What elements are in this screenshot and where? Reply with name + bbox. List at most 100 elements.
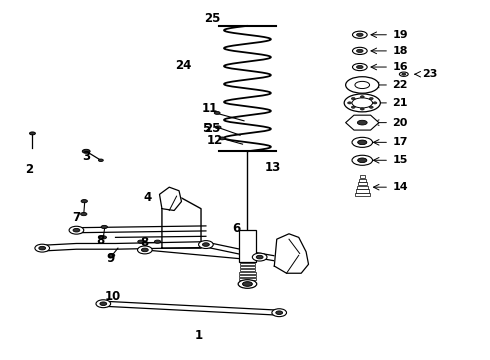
- Text: 12: 12: [207, 134, 223, 147]
- Ellipse shape: [352, 63, 367, 71]
- Ellipse shape: [360, 96, 364, 98]
- Ellipse shape: [82, 149, 90, 153]
- Ellipse shape: [252, 253, 267, 261]
- Text: 22: 22: [392, 80, 408, 90]
- Ellipse shape: [29, 132, 35, 135]
- Text: 5: 5: [202, 122, 211, 135]
- Bar: [358, 182, 367, 185]
- Text: 19: 19: [392, 30, 408, 40]
- Ellipse shape: [360, 108, 364, 110]
- Ellipse shape: [402, 73, 406, 75]
- Text: 8: 8: [97, 234, 105, 247]
- Ellipse shape: [198, 240, 213, 248]
- Ellipse shape: [142, 248, 148, 252]
- Ellipse shape: [100, 236, 106, 239]
- Text: 4: 4: [144, 192, 152, 204]
- Ellipse shape: [352, 137, 372, 147]
- Text: 11: 11: [202, 102, 218, 115]
- Ellipse shape: [272, 309, 287, 317]
- Ellipse shape: [351, 98, 355, 100]
- Ellipse shape: [96, 300, 111, 308]
- Ellipse shape: [355, 81, 369, 89]
- Text: 6: 6: [232, 222, 240, 235]
- Ellipse shape: [369, 106, 373, 108]
- Bar: [240, 266, 255, 269]
- Text: 2: 2: [25, 163, 33, 176]
- Ellipse shape: [357, 33, 363, 36]
- Text: 3: 3: [82, 150, 90, 163]
- Text: 21: 21: [392, 98, 408, 108]
- Bar: [357, 186, 368, 189]
- Ellipse shape: [39, 246, 46, 250]
- Text: 8: 8: [141, 236, 149, 249]
- Ellipse shape: [357, 49, 363, 53]
- Text: 13: 13: [265, 161, 281, 174]
- Ellipse shape: [73, 228, 80, 232]
- Ellipse shape: [373, 102, 377, 104]
- Ellipse shape: [351, 106, 355, 108]
- Ellipse shape: [345, 77, 379, 93]
- Ellipse shape: [358, 140, 367, 145]
- Bar: [360, 175, 365, 178]
- Bar: [239, 278, 256, 280]
- Polygon shape: [274, 234, 309, 273]
- Ellipse shape: [256, 255, 263, 259]
- Ellipse shape: [358, 158, 367, 162]
- Ellipse shape: [352, 98, 372, 108]
- Text: 7: 7: [73, 211, 80, 224]
- Ellipse shape: [358, 158, 367, 162]
- Text: 16: 16: [392, 62, 408, 72]
- Ellipse shape: [100, 302, 107, 306]
- Ellipse shape: [81, 199, 87, 203]
- Bar: [239, 230, 256, 262]
- Text: 10: 10: [105, 290, 121, 303]
- Polygon shape: [159, 187, 181, 211]
- Bar: [239, 272, 256, 274]
- Bar: [359, 179, 366, 182]
- Bar: [240, 269, 255, 271]
- Ellipse shape: [219, 137, 225, 140]
- Polygon shape: [162, 198, 201, 248]
- Ellipse shape: [369, 98, 373, 100]
- Text: 15: 15: [392, 155, 408, 165]
- Ellipse shape: [238, 280, 257, 288]
- Ellipse shape: [35, 244, 49, 252]
- Ellipse shape: [202, 243, 209, 246]
- Ellipse shape: [138, 246, 152, 254]
- Ellipse shape: [98, 159, 103, 162]
- Text: 18: 18: [392, 46, 408, 56]
- Text: 1: 1: [195, 329, 203, 342]
- Text: 14: 14: [392, 182, 408, 192]
- Ellipse shape: [215, 126, 221, 129]
- Text: 25: 25: [204, 12, 220, 25]
- Ellipse shape: [243, 282, 252, 286]
- Ellipse shape: [108, 254, 115, 257]
- Ellipse shape: [347, 102, 351, 104]
- Ellipse shape: [352, 31, 367, 39]
- Text: 9: 9: [106, 252, 115, 265]
- Bar: [240, 263, 255, 265]
- Ellipse shape: [357, 120, 367, 125]
- Text: 25: 25: [204, 122, 220, 135]
- Ellipse shape: [358, 140, 367, 144]
- Ellipse shape: [276, 311, 283, 315]
- Bar: [355, 193, 369, 196]
- Text: 24: 24: [175, 59, 191, 72]
- Bar: [239, 275, 256, 278]
- Ellipse shape: [69, 226, 84, 234]
- Ellipse shape: [352, 155, 372, 165]
- Bar: [356, 189, 368, 193]
- Ellipse shape: [80, 212, 87, 216]
- Ellipse shape: [214, 112, 220, 114]
- Text: 17: 17: [392, 138, 408, 147]
- Ellipse shape: [352, 47, 367, 54]
- Ellipse shape: [101, 225, 107, 229]
- Ellipse shape: [138, 240, 144, 243]
- Text: 23: 23: [422, 69, 437, 79]
- Ellipse shape: [154, 240, 161, 243]
- Text: 20: 20: [392, 118, 408, 128]
- Ellipse shape: [344, 94, 380, 112]
- Ellipse shape: [399, 72, 408, 76]
- Ellipse shape: [357, 66, 363, 69]
- Polygon shape: [345, 115, 379, 130]
